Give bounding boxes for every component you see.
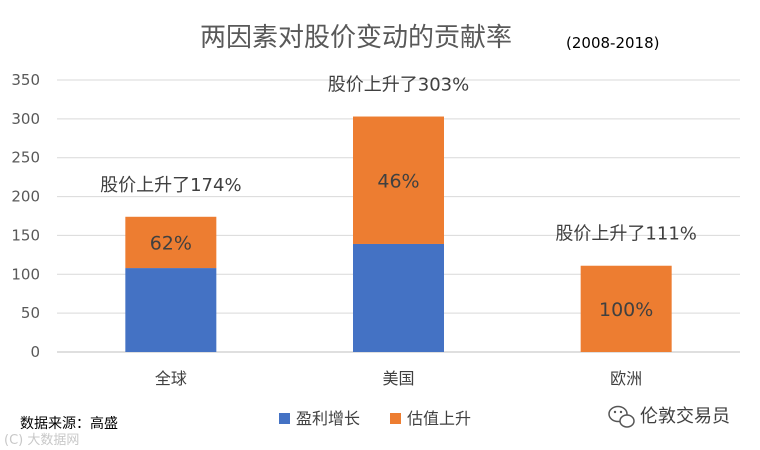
x-tick-label: 欧洲 <box>610 369 642 388</box>
chart-subtitle: (2008-2018) <box>566 34 659 52</box>
legend-label-earnings: 盈利增长 <box>296 409 360 428</box>
y-tick-label: 250 <box>11 149 40 167</box>
bar-segment <box>580 265 672 352</box>
y-tick-label: 50 <box>21 304 40 322</box>
legend-swatch-valuation <box>390 413 401 424</box>
bars <box>125 116 672 352</box>
segment-label: 100% <box>599 299 653 321</box>
x-axis: 全球 美国 欧洲 <box>155 369 642 388</box>
watermark: 伦敦交易员 <box>608 405 730 428</box>
bar-segment <box>125 268 217 352</box>
bar-segment <box>353 243 444 352</box>
y-tick-label: 200 <box>11 188 40 206</box>
legend-label-valuation: 估值上升 <box>407 409 471 428</box>
chart-title: 两因素对股价变动的贡献率 <box>200 23 512 53</box>
source-note: 数据来源：高盛 <box>20 415 118 432</box>
y-tick-label: 100 <box>11 265 40 283</box>
legend: 盈利增长 估值上升 <box>279 409 471 428</box>
wechat-icon <box>608 405 635 428</box>
data-labels: 62% 股价上升了174% 46% 股价上升了303% 100% 股价上升了111% <box>100 75 697 321</box>
annotation-label: 股价上升了174% <box>100 175 241 196</box>
annotation-label: 股价上升了111% <box>555 224 696 245</box>
x-tick-label: 美国 <box>382 369 414 388</box>
segment-label: 46% <box>377 170 419 192</box>
y-tick-label: 300 <box>11 110 40 128</box>
bar-segment <box>125 216 217 269</box>
faint-watermark: (C) 大数据网 <box>4 433 79 448</box>
y-axis: 0 50 100 150 200 250 300 350 <box>11 71 40 361</box>
y-tick-label: 0 <box>30 343 40 361</box>
y-tick-label: 350 <box>11 71 40 89</box>
watermark-text: 伦敦交易员 <box>640 406 730 427</box>
segment-label: 62% <box>150 232 192 254</box>
y-tick-label: 150 <box>11 226 40 244</box>
legend-swatch-earnings <box>279 413 290 424</box>
bar-segment <box>353 116 444 244</box>
x-tick-label: 全球 <box>155 369 187 388</box>
annotation-label: 股价上升了303% <box>328 75 469 96</box>
